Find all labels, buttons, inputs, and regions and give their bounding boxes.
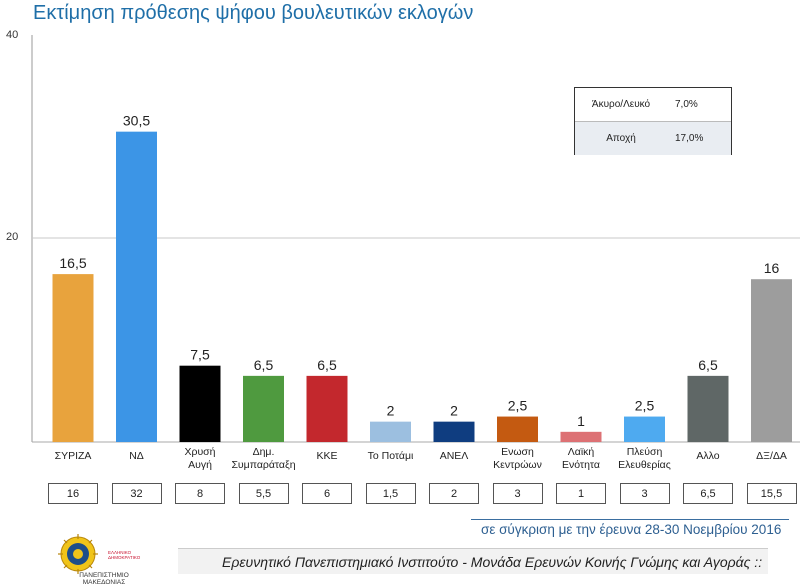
- previous-value-box-11: 15,5: [747, 483, 797, 504]
- category-label-line: ΔΞ/ΔΑ: [736, 450, 800, 463]
- category-label-line: Κεντρώων: [482, 459, 554, 472]
- category-label-line: Αυγή: [164, 459, 236, 472]
- previous-value-box-0: 16: [48, 483, 98, 504]
- category-label-3: Δημ.Συμπαράταξη: [228, 446, 300, 472]
- category-label-5: Το Ποτάμι: [355, 450, 427, 463]
- value-label-10: 6,5: [698, 357, 718, 373]
- bar-5: [370, 422, 411, 442]
- previous-value-box-5: 1,5: [366, 483, 416, 504]
- value-label-9: 2,5: [635, 398, 655, 414]
- bar-4: [307, 376, 348, 442]
- category-label-line: Ενότητα: [545, 459, 617, 472]
- category-label-11: ΔΞ/ΔΑ: [736, 450, 800, 463]
- bar-2: [180, 366, 221, 442]
- bar-10: [688, 376, 729, 442]
- previous-value-box-2: 8: [175, 483, 225, 504]
- previous-value-box-8: 1: [556, 483, 606, 504]
- value-label-11: 16: [764, 260, 780, 276]
- previous-value-box-7: 3: [493, 483, 543, 504]
- previous-value-box-3: 5,5: [239, 483, 289, 504]
- category-label-0: ΣΥΡΙΖΑ: [37, 450, 109, 463]
- value-label-7: 2,5: [508, 398, 528, 414]
- bar-7: [497, 417, 538, 442]
- previous-value-box-9: 3: [620, 483, 670, 504]
- bar-1: [116, 132, 157, 442]
- category-label-line: Πλεύση: [609, 446, 681, 459]
- value-label-3: 6,5: [254, 357, 274, 373]
- category-label-line: ΚΚΕ: [291, 450, 363, 463]
- abstention-label: Αποχή: [581, 133, 661, 144]
- previous-value-box-6: 2: [429, 483, 479, 504]
- previous-value-box-10: 6,5: [683, 483, 733, 504]
- category-label-line: Ενωση: [482, 446, 554, 459]
- category-label-line: ΑΝΕΛ: [418, 450, 490, 463]
- y-tick-40: 40: [6, 29, 18, 41]
- category-label-line: Λαϊκή: [545, 446, 617, 459]
- previous-value-box-1: 32: [112, 483, 162, 504]
- invalid-blank-value: 7,0%: [675, 99, 698, 110]
- value-label-1: 30,5: [123, 113, 150, 129]
- value-label-8: 1: [577, 413, 585, 429]
- category-label-line: ΝΔ: [101, 450, 173, 463]
- bar-9: [624, 417, 665, 442]
- previous-value-box-4: 6: [302, 483, 352, 504]
- abstention-row: Αποχή 17,0%: [575, 122, 731, 155]
- category-label-line: ΣΥΡΙΖΑ: [37, 450, 109, 463]
- logo-text: ΠΑΝΕΠΙΣΤΗΜΙΟ ΜΑΚΕΔΟΝΙΑΣ: [64, 572, 144, 586]
- invalid-blank-row: Άκυρο/Λευκό 7,0%: [575, 88, 731, 122]
- bar-6: [434, 422, 475, 442]
- category-label-1: ΝΔ: [101, 450, 173, 463]
- value-label-2: 7,5: [190, 347, 210, 363]
- abstention-value: 17,0%: [675, 133, 703, 144]
- value-label-4: 6,5: [317, 357, 337, 373]
- invalid-abstention-table: Άκυρο/Λευκό 7,0% Αποχή 17,0%: [574, 87, 732, 155]
- category-label-10: Αλλο: [672, 450, 744, 463]
- category-label-line: Χρυσή: [164, 446, 236, 459]
- category-label-4: ΚΚΕ: [291, 450, 363, 463]
- category-label-line: Συμπαράταξη: [228, 459, 300, 472]
- y-tick-20: 20: [6, 231, 18, 243]
- category-label-line: Το Ποτάμι: [355, 450, 427, 463]
- value-label-5: 2: [387, 403, 395, 419]
- bar-11: [751, 279, 792, 442]
- comparison-note: σε σύγκριση με την έρευνα 28-30 Νοεμβρίο…: [471, 519, 789, 537]
- bar-8: [561, 432, 602, 442]
- footer-banner: Ερευνητικό Πανεπιστημιακό Ινστιτούτο - Μ…: [178, 548, 768, 574]
- category-label-line: Δημ.: [228, 446, 300, 459]
- invalid-blank-label: Άκυρο/Λευκό: [581, 99, 661, 110]
- category-label-line: Αλλο: [672, 450, 744, 463]
- category-label-line: Ελευθερίας: [609, 459, 681, 472]
- category-label-6: ΑΝΕΛ: [418, 450, 490, 463]
- bar-3: [243, 376, 284, 442]
- value-label-0: 16,5: [59, 255, 86, 271]
- bar-0: [53, 274, 94, 442]
- logo-side-text: ΕΛΛΗΝΙΚΟ ΔΗΜΟΚΡΑΤΙΚΟ: [108, 550, 138, 560]
- value-label-6: 2: [450, 403, 458, 419]
